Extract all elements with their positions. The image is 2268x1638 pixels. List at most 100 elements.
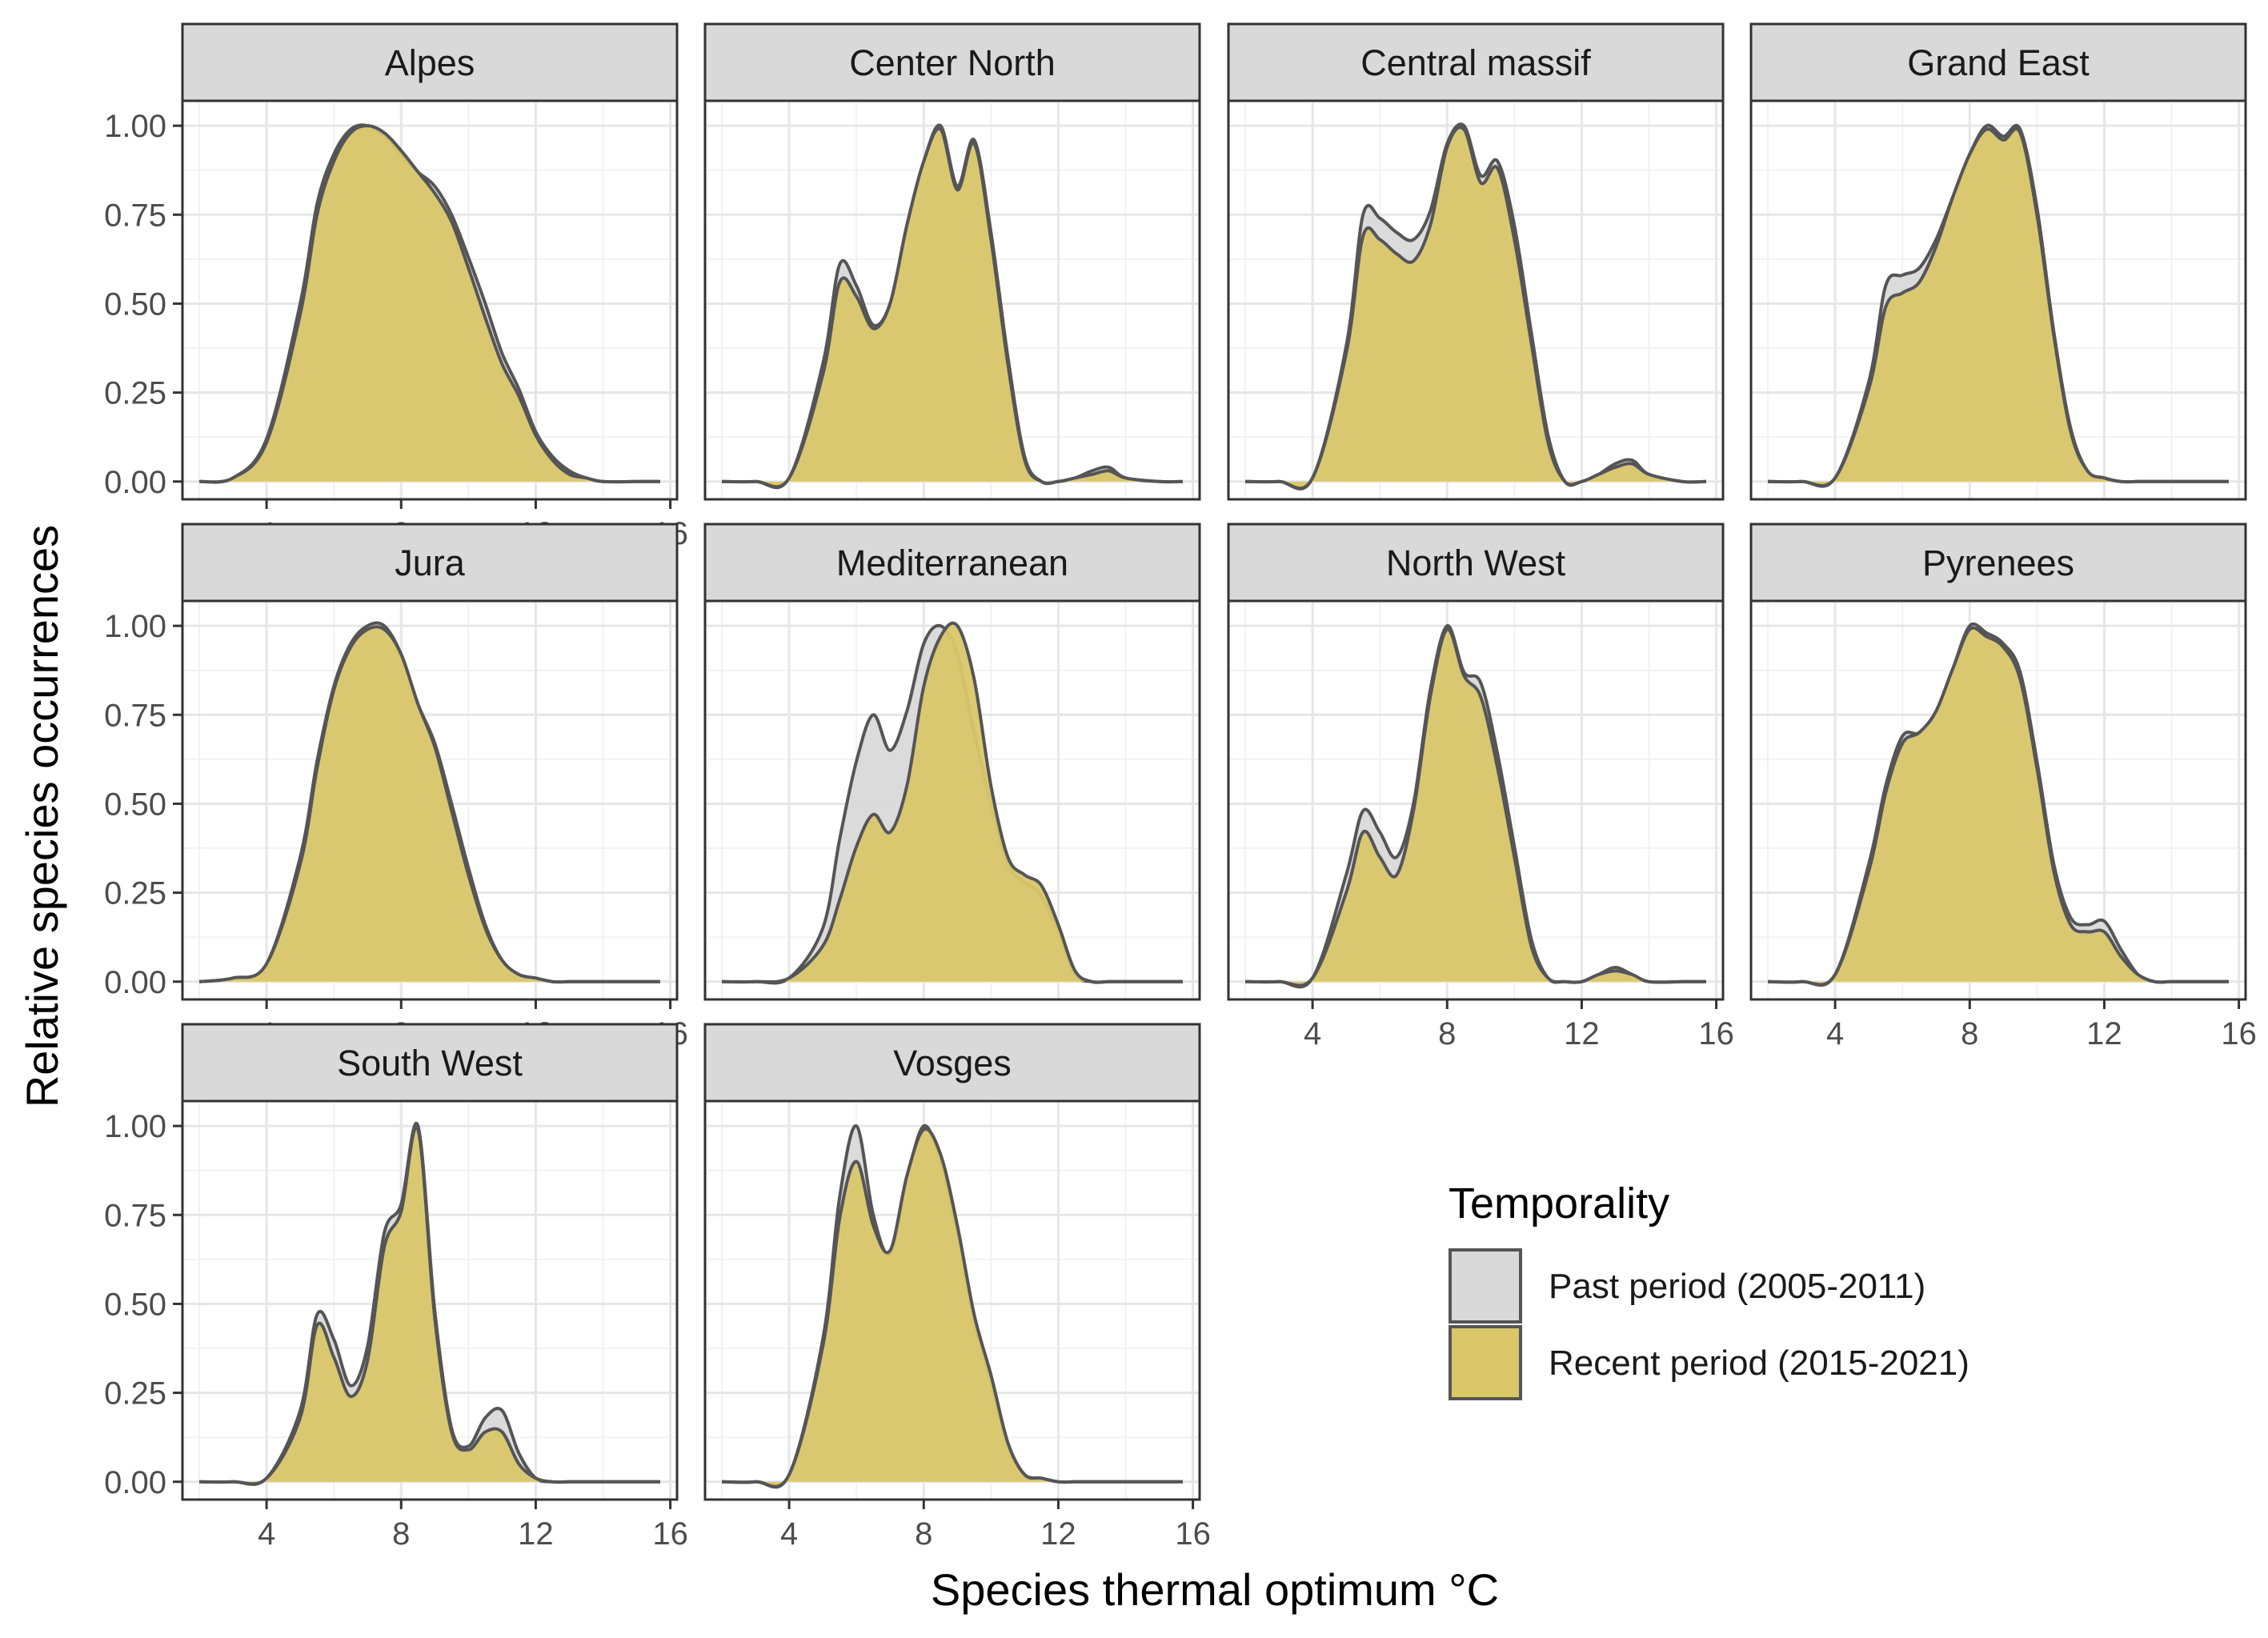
panel-border — [703, 599, 1201, 1001]
y-tick-label: 1.00 — [104, 609, 166, 644]
x-tick-label: 8 — [1438, 1016, 1456, 1051]
x-tick-label: 4 — [1826, 1016, 1844, 1051]
legend-title: Temporality — [1449, 1179, 1669, 1227]
panel-border — [1749, 599, 2247, 1001]
panel-north-west: North West 4 8 12 16 — [1227, 523, 1734, 1051]
x-tick-label: 16 — [1698, 1016, 1734, 1051]
y-tick-label: 1.00 — [104, 1109, 166, 1144]
y-tick-label: 0.00 — [104, 465, 166, 500]
strip-label-pyrenees: Pyrenees — [1922, 543, 2074, 583]
x-tick-label: 12 — [518, 1516, 554, 1552]
panel-pyrenees: Pyrenees 4 8 12 16 — [1749, 523, 2257, 1051]
y-tick-label: 0.25 — [104, 376, 166, 411]
recent-period-area-mediterranean — [722, 623, 1183, 983]
recent-period-area-jura — [199, 627, 660, 983]
x-tick-label: 12 — [1564, 1016, 1600, 1051]
y-tick-label: 0.25 — [104, 876, 166, 911]
strip-label-alpes: Alpes — [385, 42, 475, 83]
strip-label-center-north: Center North — [849, 42, 1056, 83]
strip-center-north — [703, 22, 1201, 102]
panel-border — [181, 599, 679, 1001]
recent-period-line-central-massif — [1244, 126, 1707, 491]
strip-label-vosges: Vosges — [893, 1043, 1012, 1083]
recent-period-line-alpes — [198, 124, 660, 484]
strip-vosges — [703, 1023, 1201, 1103]
panel-border — [1227, 599, 1725, 1001]
legend: Temporality Past period (2005-2011) Rece… — [1449, 1179, 1969, 1400]
past-period-line-north-west — [1244, 624, 1706, 989]
y-tick-label: 0.25 — [104, 1376, 166, 1412]
recent-period-line-grand-east — [1767, 126, 2229, 487]
x-tick-label: 12 — [1040, 1516, 1076, 1552]
x-tick-label: 16 — [2221, 1016, 2257, 1051]
panel-grand-east: Grand East — [1749, 22, 2247, 501]
recent-period-line-jura — [198, 625, 660, 984]
y-tick-label: 0.50 — [104, 787, 166, 822]
legend-key-past — [1449, 1248, 1522, 1324]
recent-period-area-north-west — [1245, 629, 1706, 986]
panel-center-north: Center North — [703, 22, 1201, 501]
recent-period-area-grand-east — [1768, 128, 2229, 486]
recent-period-line-mediterranean — [721, 621, 1183, 984]
y-tick-label: 0.00 — [104, 1465, 166, 1500]
recent-period-area-central-massif — [1245, 127, 1706, 489]
past-period-line-alpes — [198, 123, 660, 484]
x-tick-label: 8 — [392, 1516, 410, 1552]
recent-period-line-north-west — [1244, 627, 1706, 987]
strip-south-west — [181, 1023, 679, 1103]
strip-central-massif — [1227, 22, 1725, 102]
x-tick-label: 8 — [915, 1516, 932, 1552]
strip-label-mediterranean: Mediterranean — [836, 543, 1068, 583]
panel-border — [703, 1099, 1201, 1501]
panel-border — [181, 1099, 679, 1501]
legend-key-recent — [1449, 1325, 1522, 1400]
recent-period-line-pyrenees — [1767, 626, 2229, 987]
x-axis-title: Species thermal optimum °C — [931, 1564, 1499, 1615]
y-tick-label: 0.00 — [104, 965, 166, 1000]
y-tick-label: 0.50 — [104, 1287, 166, 1322]
y-tick-label: 0.75 — [104, 1198, 166, 1233]
x-tick-label: 12 — [2086, 1016, 2122, 1051]
strip-label-south-west: South West — [337, 1043, 523, 1083]
strip-label-central-massif: Central massif — [1360, 42, 1591, 83]
x-tick-label: 16 — [1175, 1516, 1211, 1552]
legend-label-recent: Recent period (2015-2021) — [1549, 1344, 1969, 1383]
y-tick-label: 0.50 — [104, 286, 166, 322]
recent-period-area-center-north — [722, 128, 1183, 487]
strip-label-grand-east: Grand East — [1907, 42, 2090, 83]
panel-mediterranean: Mediterranean — [703, 523, 1201, 1001]
recent-period-area-alpes — [199, 126, 660, 483]
strip-pyrenees — [1749, 523, 2247, 603]
panel-south-west: South West 0.00 0.25 0.50 0.75 1.00 4 8 12 16 — [104, 1023, 688, 1552]
panel-border — [703, 99, 1201, 501]
recent-period-area-pyrenees — [1768, 627, 2229, 985]
x-tick-label: 4 — [1304, 1016, 1321, 1051]
y-tick-label: 0.75 — [104, 198, 166, 233]
legend-label-past: Past period (2005-2011) — [1549, 1267, 1925, 1306]
x-tick-label: 4 — [258, 1516, 275, 1552]
strip-label-jura: Jura — [395, 543, 466, 583]
x-tick-label: 16 — [652, 1516, 688, 1552]
y-tick-label: 0.75 — [104, 698, 166, 733]
panel-border — [181, 99, 679, 501]
x-tick-label: 8 — [1961, 1016, 1978, 1051]
recent-period-area-south-west — [199, 1127, 660, 1484]
facet-panels: Alpes 0.00 0.25 0.50 0.75 1.00 4 8 12 16 Center No… — [104, 22, 2257, 1552]
strip-alpes — [181, 22, 679, 102]
recent-period-line-vosges — [721, 1127, 1183, 1488]
recent-period-line-south-west — [198, 1125, 660, 1486]
gridlines — [705, 1101, 1200, 1500]
strip-label-north-west: North West — [1386, 543, 1566, 583]
panel-border — [1227, 99, 1725, 501]
y-axis-title: Relative species occurrences — [17, 525, 67, 1107]
panel-vosges: Vosges 4 8 12 16 — [703, 1023, 1211, 1552]
panel-central-massif: Central massif — [1227, 22, 1725, 501]
panel-border — [1749, 99, 2247, 501]
recent-period-area-vosges — [722, 1128, 1183, 1487]
recent-period-line-center-north — [721, 126, 1184, 489]
strip-north-west — [1227, 523, 1725, 603]
x-tick-label: 4 — [780, 1516, 798, 1552]
